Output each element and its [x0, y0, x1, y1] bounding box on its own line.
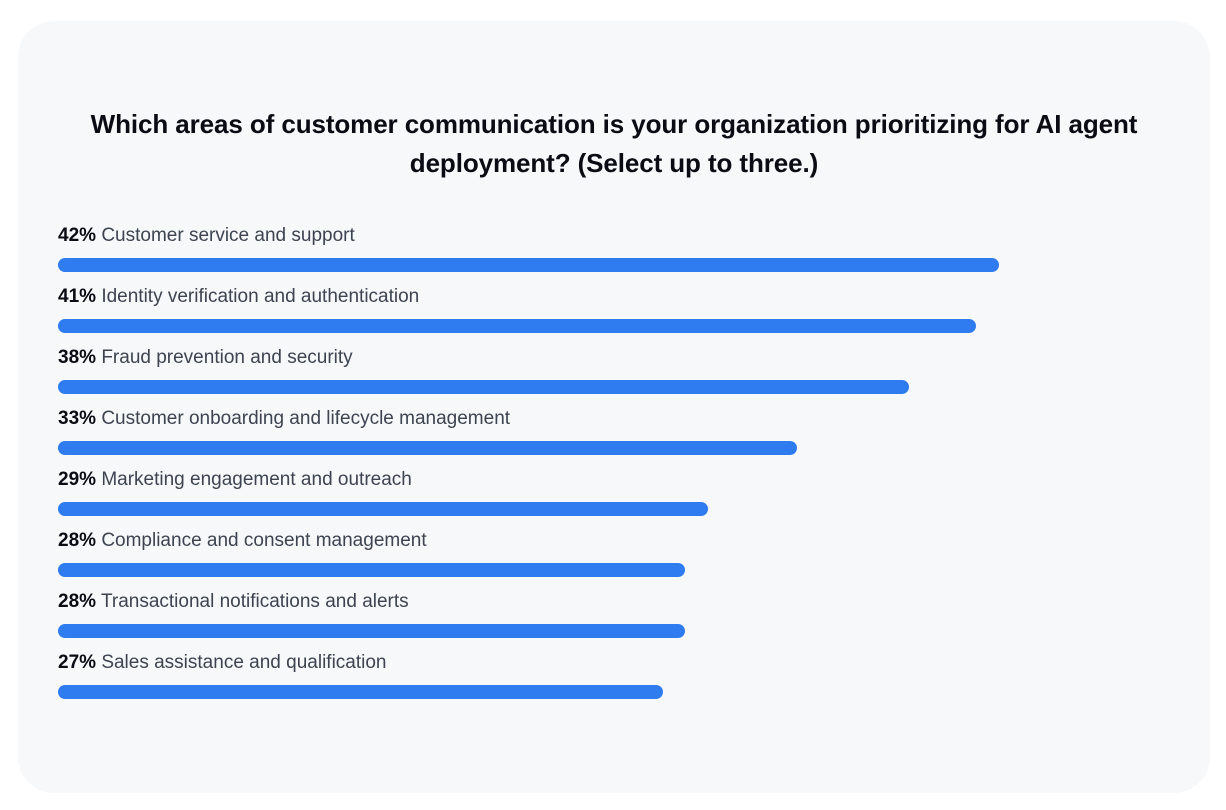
bar-row: 41% Identity verification and authentica… — [58, 284, 1178, 345]
bar-track — [58, 441, 1178, 455]
bar-row: 42% Customer service and support — [58, 223, 1178, 284]
category-label: Fraud prevention and security — [101, 347, 353, 368]
category-label: Transactional notifications and alerts — [100, 591, 409, 612]
bar-track — [58, 380, 1178, 394]
bar-label: 27% Sales assistance and qualification — [58, 650, 387, 676]
bar-label: 29% Marketing engagement and outreach — [58, 467, 412, 493]
bar-row: 27% Sales assistance and qualification — [58, 650, 1178, 711]
bar — [58, 441, 797, 455]
category-label: Customer onboarding and lifecycle manage… — [101, 408, 511, 429]
bar-row: 38% Fraud prevention and security — [58, 345, 1178, 406]
bar-row: 29% Marketing engagement and outreach — [58, 467, 1178, 528]
bar-label: 33% Customer onboarding and lifecycle ma… — [58, 406, 510, 432]
data-label: 27% — [58, 652, 97, 673]
bar-track — [58, 685, 1178, 699]
bar-label: 42% Customer service and support — [58, 223, 355, 249]
bar-row: 28% Compliance and consent management — [58, 528, 1178, 589]
chart-card: Which areas of customer communication is… — [18, 21, 1210, 793]
bar — [58, 624, 685, 638]
bar-label: 38% Fraud prevention and security — [58, 345, 353, 371]
bar-track — [58, 502, 1178, 516]
bar-row: 33% Customer onboarding and lifecycle ma… — [58, 406, 1178, 467]
bar-track — [58, 258, 1178, 272]
bar-row: 28% Transactional notifications and aler… — [58, 589, 1178, 650]
chart-title: Which areas of customer communication is… — [90, 109, 1138, 178]
bar — [58, 258, 999, 272]
bar — [58, 685, 663, 699]
bar-track — [58, 563, 1178, 577]
data-label: 33% — [58, 408, 97, 429]
data-label: 28% — [58, 591, 97, 612]
bar — [58, 502, 708, 516]
bar-track — [58, 319, 1178, 333]
bar-label: 28% Compliance and consent management — [58, 528, 427, 554]
category-label: Compliance and consent management — [101, 530, 427, 551]
data-label: 41% — [58, 286, 97, 307]
bar-track — [58, 624, 1178, 638]
category-label: Marketing engagement and outreach — [101, 469, 412, 490]
bar-label: 28% Transactional notifications and aler… — [58, 589, 409, 615]
category-label: Customer service and support — [101, 225, 355, 246]
bar-label: 41% Identity verification and authentica… — [58, 284, 419, 310]
data-label: 28% — [58, 530, 97, 551]
data-label: 29% — [58, 469, 97, 490]
bar — [58, 380, 909, 394]
category-label: Identity verification and authentication — [101, 286, 420, 307]
data-label: 42% — [58, 225, 97, 246]
bar — [58, 319, 976, 333]
bar — [58, 563, 685, 577]
bar-list: 42% Customer service and support 41% Iden… — [58, 223, 1178, 711]
category-label: Sales assistance and qualification — [101, 652, 387, 673]
data-label: 38% — [58, 347, 97, 368]
